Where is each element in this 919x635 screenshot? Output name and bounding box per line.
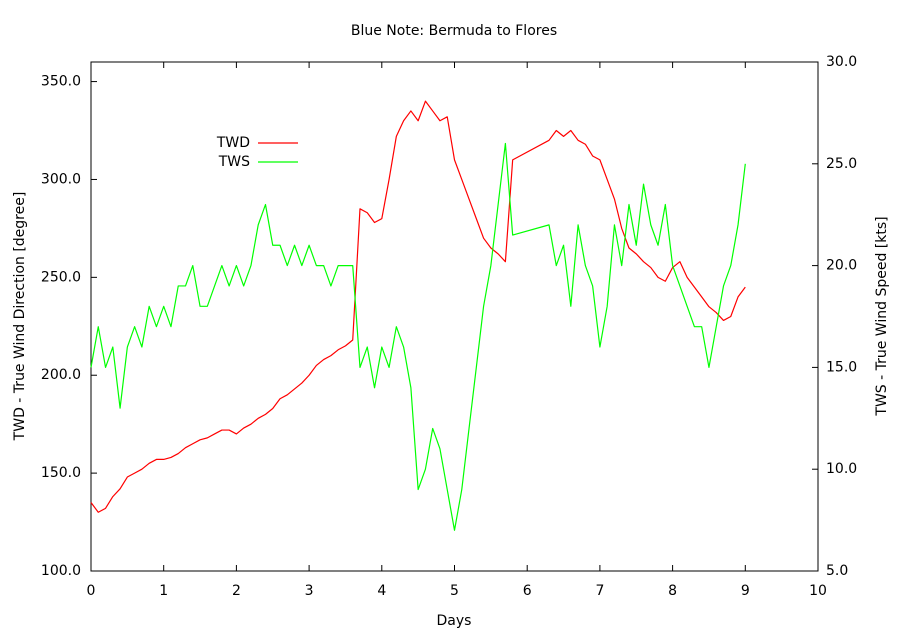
- y-tick-label: 100.0: [41, 563, 81, 579]
- x-tick-label: 10: [809, 583, 827, 599]
- x-tick-label: 7: [595, 583, 604, 599]
- y-tick-label: 250.0: [41, 269, 81, 285]
- x-tick-label: 0: [87, 583, 96, 599]
- x-tick-label: 8: [668, 583, 677, 599]
- x-tick-label: 1: [159, 583, 168, 599]
- y2-tick-label: 15.0: [826, 359, 857, 375]
- y2-tick-label: 30.0: [826, 54, 857, 70]
- legend-label: TWD: [216, 135, 250, 151]
- y2-tick-label: 20.0: [826, 258, 857, 274]
- x-axis-label: Days: [437, 613, 472, 629]
- chart-title: Blue Note: Bermuda to Flores: [351, 23, 557, 39]
- y2-tick-label: 10.0: [826, 461, 857, 477]
- x-tick-label: 5: [450, 583, 459, 599]
- y-axis-label: TWD - True Wind Direction [degree]: [12, 192, 28, 442]
- x-tick-label: 2: [232, 583, 241, 599]
- y2-axis-label: TWS - True Wind Speed [kts]: [874, 216, 890, 416]
- y-tick-label: 300.0: [41, 171, 81, 187]
- y2-tick-label: 5.0: [826, 563, 848, 579]
- x-tick-label: 3: [305, 583, 314, 599]
- series-line: [90, 142, 746, 531]
- y-tick-label: 200.0: [41, 367, 81, 383]
- y-tick-label: 350.0: [41, 74, 81, 90]
- y2-tick-label: 25.0: [826, 156, 857, 172]
- x-tick-label: 6: [523, 583, 532, 599]
- plot-border: [90, 61, 819, 572]
- x-tick-label: 9: [741, 583, 750, 599]
- legend-label: TWS: [218, 154, 250, 170]
- series-line: [90, 100, 746, 513]
- x-tick-label: 4: [377, 583, 386, 599]
- y-tick-label: 150.0: [41, 465, 81, 481]
